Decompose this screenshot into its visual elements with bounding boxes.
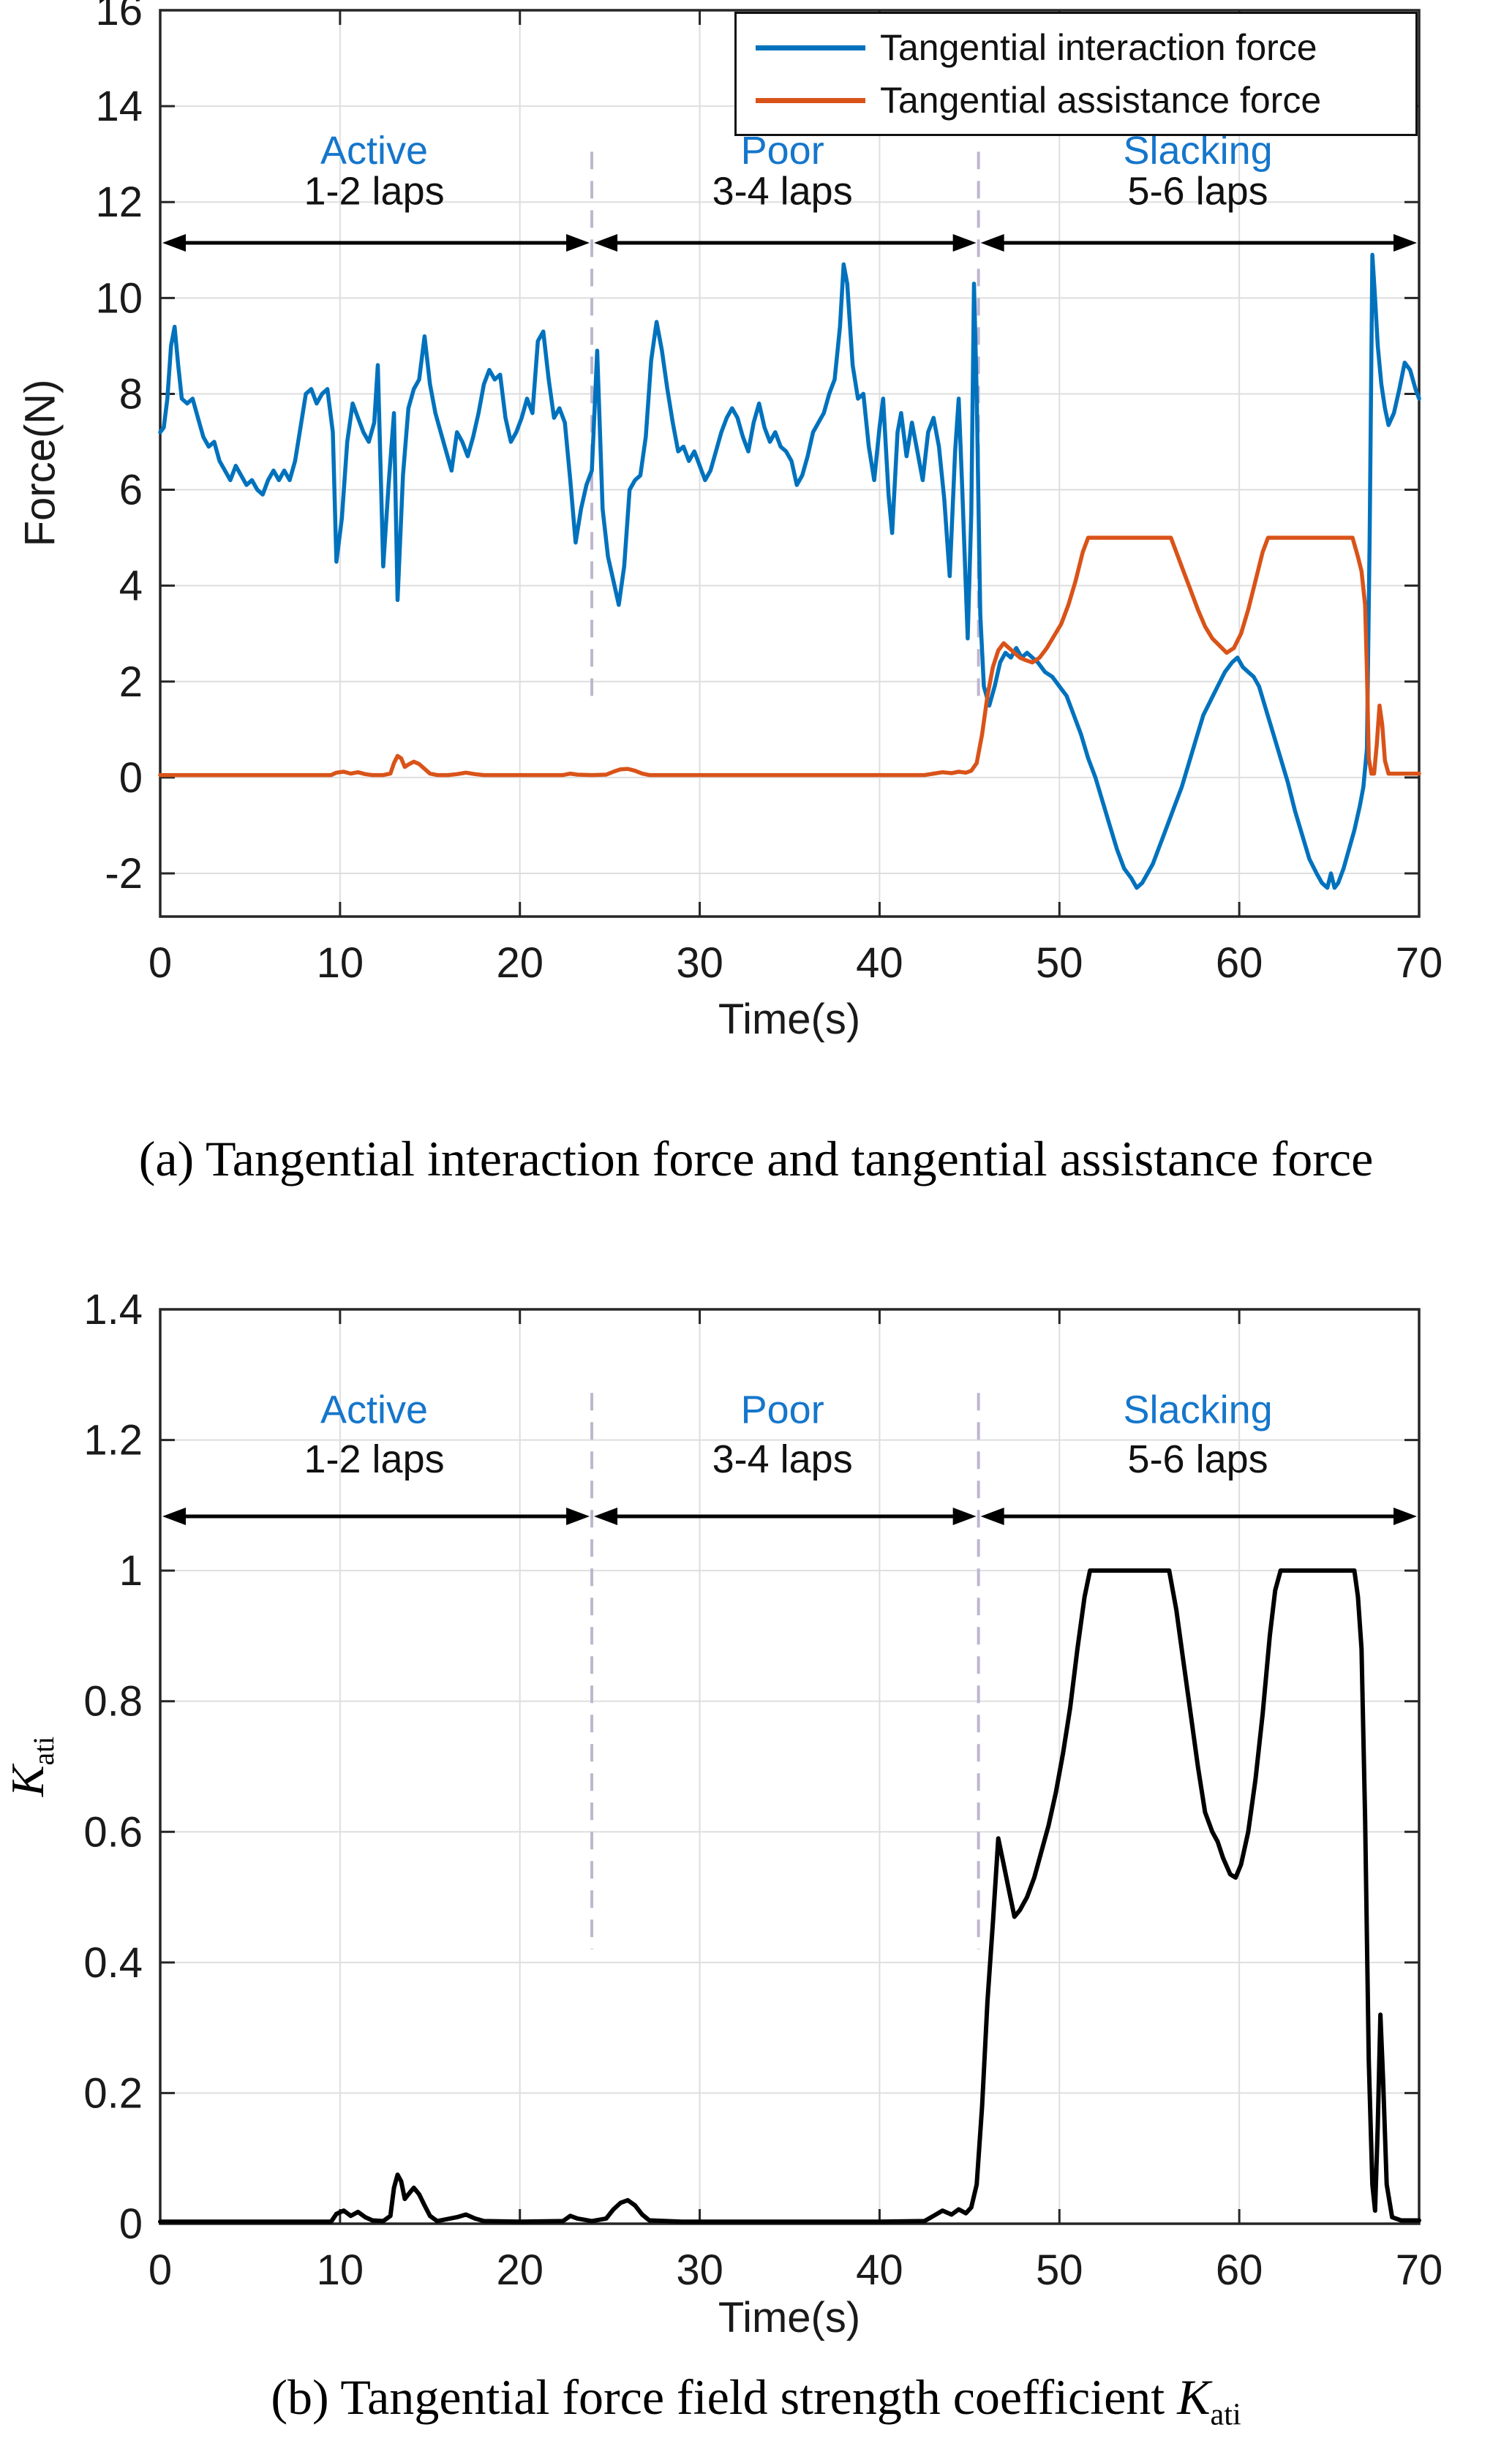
arrow-head-left-icon (980, 233, 1004, 252)
y-tick-label: 6 (119, 467, 143, 514)
arrow-head-right-icon (952, 1508, 977, 1526)
caption-a: (a) Tangential interaction force and tan… (138, 1131, 1374, 1186)
x-tick-label: 20 (496, 939, 544, 987)
arrow-head-left-icon (162, 1508, 186, 1526)
y-tick-label: 0.4 (83, 1939, 143, 1987)
caption-b: (b) Tangential force field strength coef… (0, 2369, 1512, 2433)
x-tick-label: 60 (1216, 939, 1263, 987)
arrow-head-left-icon (594, 233, 618, 252)
y-tick-label: 0.8 (83, 1678, 143, 1726)
k-subscript: ati (27, 1736, 60, 1766)
caption-b-text: (b) Tangential force field strength coef… (271, 2369, 1178, 2425)
x-tick-label: 10 (317, 939, 364, 987)
arrow-head-right-icon (1393, 233, 1417, 252)
arrow-head-right-icon (566, 233, 590, 252)
stage-laps-label: 3-4 laps (712, 1437, 853, 1481)
assistance-line-sample (756, 97, 865, 103)
x-tick-label: 60 (1216, 2246, 1263, 2294)
x-tick-label: 0 (148, 939, 172, 987)
plot-border (159, 9, 1421, 918)
legend-label-interaction: Tangential interaction force (880, 27, 1317, 68)
y-tick-label: 1.2 (83, 1417, 143, 1464)
x-tick-label: 70 (1396, 2246, 1443, 2294)
stage-label: Poor (741, 1388, 824, 1432)
y-tick-label: 1.4 (83, 1286, 143, 1333)
legend-item-assistance: Tangential assistance force (756, 74, 1415, 127)
x-tick-label: 20 (496, 2246, 544, 2294)
time-axis-label-bottom: Time(s) (718, 2294, 861, 2341)
y-tick-label: 2 (119, 658, 143, 706)
force-axis-label: Force(N) (16, 379, 64, 547)
y-tick-label: 10 (95, 274, 143, 322)
stage-laps-label: 1-2 laps (304, 1437, 445, 1481)
chart-legend: Tangential interaction force Tangential … (734, 12, 1418, 136)
y-tick-label: 0 (119, 2200, 143, 2248)
legend-label-assistance: Tangential assistance force (880, 80, 1322, 121)
x-tick-label: 10 (317, 2246, 364, 2294)
y-tick-label: 1 (119, 1547, 143, 1595)
x-tick-label: 30 (676, 2246, 723, 2294)
y-tick-label: 16 (95, 0, 143, 34)
time-axis-label-top: Time(s) (718, 996, 861, 1043)
x-tick-label: 0 (148, 2246, 172, 2294)
x-tick-label: 50 (1036, 939, 1083, 987)
stage-laps-label: 5-6 laps (1128, 170, 1268, 214)
y-tick-label: 0.6 (83, 1808, 143, 1856)
x-tick-label: 30 (676, 939, 723, 987)
interaction-line-sample (756, 45, 865, 50)
stage-laps-label: 3-4 laps (712, 170, 853, 214)
legend-item-interaction: Tangential interaction force (756, 21, 1415, 74)
caption-b-subscript: ati (1210, 2397, 1241, 2432)
y-tick-label: 0.2 (83, 2069, 143, 2117)
y-tick-label: -2 (105, 850, 143, 898)
series-line-0 (158, 252, 1421, 890)
y-tick-label: 12 (95, 178, 143, 226)
x-tick-label: 50 (1036, 2246, 1083, 2294)
stage-laps-label: 5-6 laps (1128, 1437, 1268, 1481)
arrow-head-left-icon (980, 1508, 1004, 1526)
caption-b-symbol: K (1177, 2369, 1211, 2425)
force-chart: 0 10 20 30 40 50 60 70-20246810121416Active1-2 … (95, 0, 1443, 987)
k-symbol: K (1, 1765, 54, 1797)
arrow-head-left-icon (162, 233, 186, 252)
arrow-head-right-icon (1393, 1508, 1417, 1526)
y-tick-label: 14 (95, 83, 143, 130)
stage-laps-label: 1-2 laps (304, 170, 445, 214)
coefficient-chart: 0 10 20 30 40 50 60 70 0 0.2 0.4 0.6 0.8 1 1.2 1.4 Activ… (83, 1286, 1443, 2294)
arrow-head-right-icon (566, 1508, 590, 1526)
y-tick-label: 8 (119, 370, 143, 418)
arrow-head-left-icon (594, 1508, 618, 1526)
arrow-head-right-icon (952, 233, 977, 252)
x-tick-label: 70 (1396, 939, 1443, 987)
y-tick-label: 0 (119, 754, 143, 802)
x-tick-label: 40 (856, 939, 903, 987)
k-axis-label: Kati (1, 1737, 61, 1797)
series-line-1 (158, 535, 1421, 778)
y-tick-label: 4 (119, 563, 143, 610)
series-line-0 (158, 1568, 1421, 2224)
stage-label: Active (320, 1388, 428, 1432)
x-tick-label: 40 (856, 2246, 903, 2294)
stage-label: Active (320, 129, 428, 173)
stage-label: Slacking (1124, 1388, 1273, 1432)
